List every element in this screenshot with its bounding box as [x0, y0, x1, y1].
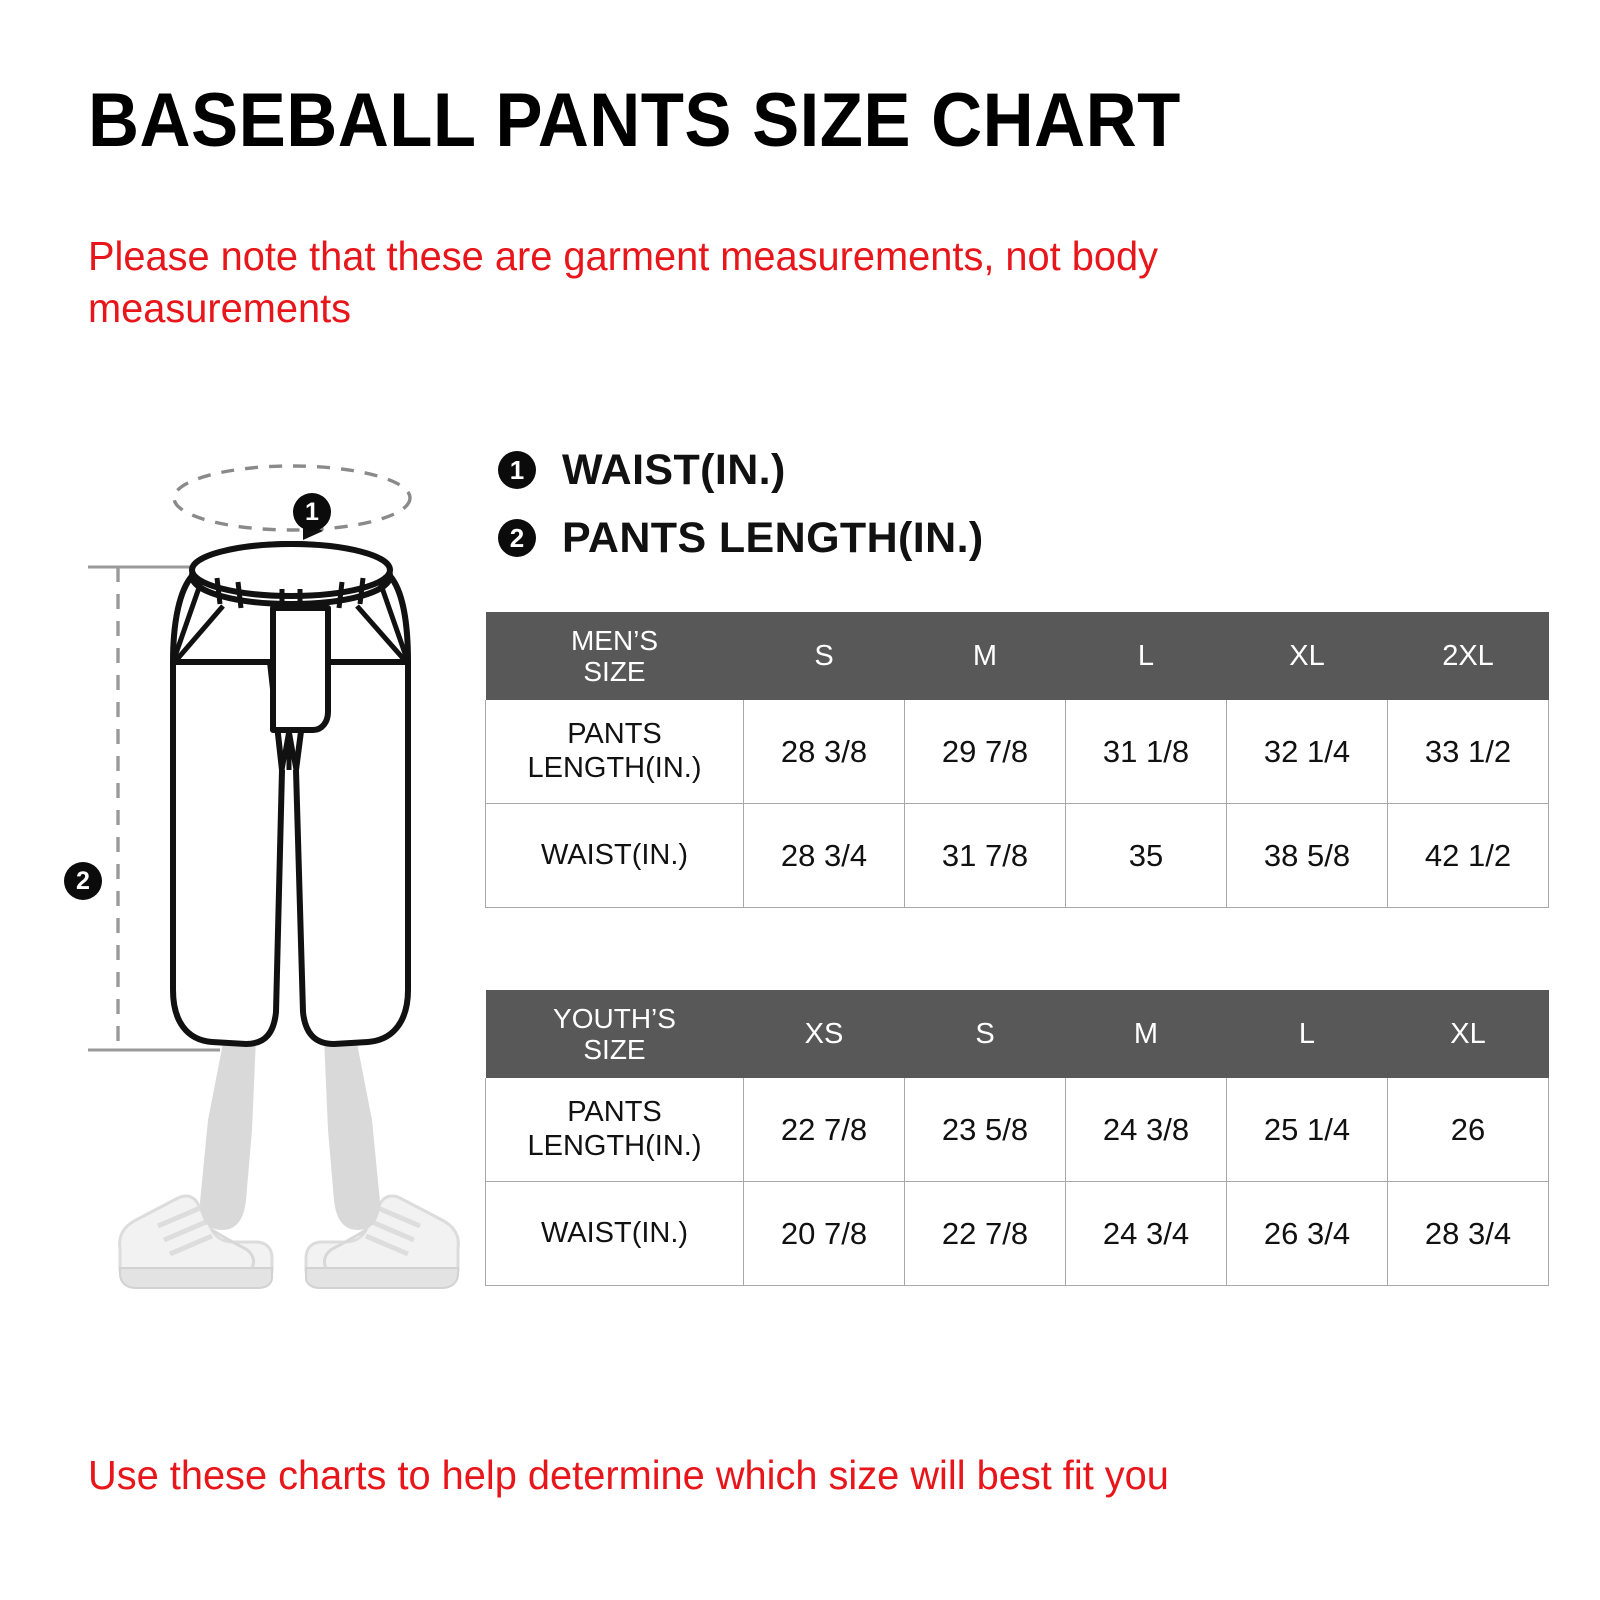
diagram-waist-marker-badge: 1	[293, 493, 331, 531]
youth-size-header-line1: YOUTH’S	[553, 1002, 676, 1034]
pants-fly-icon	[270, 605, 331, 733]
mens-size-header-line1: MEN’S	[570, 624, 659, 656]
table-row: WAIST(IN.) 20 7/8 22 7/8 24 3/4 26 3/4 2…	[485, 1181, 1549, 1286]
pants-right-pocket-seam-icon	[355, 604, 410, 666]
right-sock-icon	[324, 1038, 380, 1230]
baseball-pants-diagram	[60, 430, 490, 1330]
mens-size-col-s: S	[743, 612, 905, 700]
mens-size-header: MEN’S SIZE	[485, 612, 744, 700]
legend-label-pants-length: PANTS LENGTH(IN.)	[562, 513, 984, 562]
size-help-note: Use these charts to help determine which…	[88, 1452, 1169, 1498]
mens-size-table: MEN’S SIZE S M L XL 2XL PANTS LENGTH(IN.…	[485, 612, 1549, 908]
belt-loop-left2-icon	[235, 581, 244, 609]
left-shoe-icon	[118, 1194, 274, 1289]
youth-size-header: YOUTH’S SIZE	[485, 990, 744, 1078]
mens-pants-length-2xl: 33 1/2	[1387, 700, 1549, 804]
mens-pants-length-label-line2: LENGTH(IN.)	[527, 751, 702, 784]
table-row: WAIST(IN.) 28 3/4 31 7/8 35 38 5/8 42 1/…	[485, 803, 1549, 908]
table-header-row: MEN’S SIZE S M L XL 2XL	[485, 612, 1549, 700]
mens-pants-length-label-line1: PANTS	[567, 718, 662, 751]
mens-waist-xl: 38 5/8	[1226, 803, 1388, 908]
youth-size-col-xs: XS	[743, 990, 905, 1078]
youth-size-header-line2: SIZE	[583, 1034, 646, 1065]
youth-size-col-xl: XL	[1387, 990, 1549, 1078]
mens-waist-m: 31 7/8	[904, 803, 1066, 908]
mens-size-header-line2: SIZE	[583, 656, 646, 687]
table-header-row: YOUTH’S SIZE XS S M L XL	[485, 990, 1549, 1078]
pants-illustration-svg	[88, 464, 460, 1289]
mens-size-col-xl: XL	[1226, 612, 1388, 700]
youth-pants-length-xl: 26	[1387, 1078, 1549, 1182]
mens-pants-length-label: PANTS LENGTH(IN.)	[485, 700, 744, 804]
legend-item-pants-length: 2 PANTS LENGTH(IN.)	[498, 509, 1118, 567]
pants-right-leg-icon	[293, 659, 411, 1047]
pants-right-pocket-icon	[377, 581, 411, 663]
garment-measurement-note: Please note that these are garment measu…	[88, 233, 1159, 332]
belt-loop-right2-icon	[357, 577, 366, 605]
youth-pants-length-label-line2: LENGTH(IN.)	[527, 1129, 702, 1162]
belt-loop-right-icon	[336, 581, 345, 609]
pants-left-leg-icon	[170, 659, 285, 1047]
waist-measure-ellipse-icon	[172, 464, 412, 532]
mens-waist-label: WAIST(IN.)	[485, 803, 744, 908]
mens-size-col-m: M	[904, 612, 1066, 700]
youth-waist-l: 26 3/4	[1226, 1181, 1388, 1286]
youth-size-table: YOUTH’S SIZE XS S M L XL PANTS LENGTH(IN…	[485, 990, 1549, 1286]
diagram-length-marker-badge: 2	[64, 862, 102, 900]
mens-size-col-2xl: 2XL	[1387, 612, 1549, 700]
youth-waist-xl: 28 3/4	[1387, 1181, 1549, 1286]
mens-pants-length-m: 29 7/8	[904, 700, 1066, 804]
pants-left-pocket-icon	[170, 581, 204, 663]
mens-waist-l: 35	[1065, 803, 1227, 908]
left-sock-icon	[200, 1038, 256, 1230]
mens-pants-length-xl: 32 1/4	[1226, 700, 1388, 804]
mens-waist-2xl: 42 1/2	[1387, 803, 1549, 908]
youth-size-col-s: S	[904, 990, 1066, 1078]
youth-pants-length-label-line1: PANTS	[567, 1096, 662, 1129]
youth-size-col-m: M	[1065, 990, 1227, 1078]
youth-waist-m: 24 3/4	[1065, 1181, 1227, 1286]
youth-pants-length-s: 23 5/8	[904, 1078, 1066, 1182]
youth-pants-length-label: PANTS LENGTH(IN.)	[485, 1078, 744, 1182]
pants-left-pocket-seam-icon	[171, 604, 225, 666]
right-shoe-icon	[304, 1194, 460, 1289]
mens-waist-s: 28 3/4	[743, 803, 905, 908]
number-two-badge-icon: 2	[498, 519, 536, 557]
youth-pants-length-l: 25 1/4	[1226, 1078, 1388, 1182]
measurement-legend: 1 WAIST(IN.) 2 PANTS LENGTH(IN.)	[498, 441, 1118, 577]
belt-loop-left-icon	[214, 577, 223, 605]
youth-waist-xs: 20 7/8	[743, 1181, 905, 1286]
mens-pants-length-l: 31 1/8	[1065, 700, 1227, 804]
legend-item-waist: 1 WAIST(IN.)	[498, 441, 1118, 499]
table-row: PANTS LENGTH(IN.) 22 7/8 23 5/8 24 3/8 2…	[485, 1078, 1549, 1182]
youth-size-col-l: L	[1226, 990, 1388, 1078]
mens-pants-length-s: 28 3/8	[743, 700, 905, 804]
youth-waist-label: WAIST(IN.)	[485, 1181, 744, 1286]
number-one-badge-icon: 1	[498, 451, 536, 489]
mens-size-col-l: L	[1065, 612, 1227, 700]
youth-pants-length-xs: 22 7/8	[743, 1078, 905, 1182]
table-row: PANTS LENGTH(IN.) 28 3/8 29 7/8 31 1/8 3…	[485, 700, 1549, 804]
youth-pants-length-m: 24 3/8	[1065, 1078, 1227, 1182]
legend-label-waist: WAIST(IN.)	[562, 445, 786, 494]
page-title: BASEBALL PANTS SIZE CHART	[88, 78, 1181, 163]
youth-waist-s: 22 7/8	[904, 1181, 1066, 1286]
